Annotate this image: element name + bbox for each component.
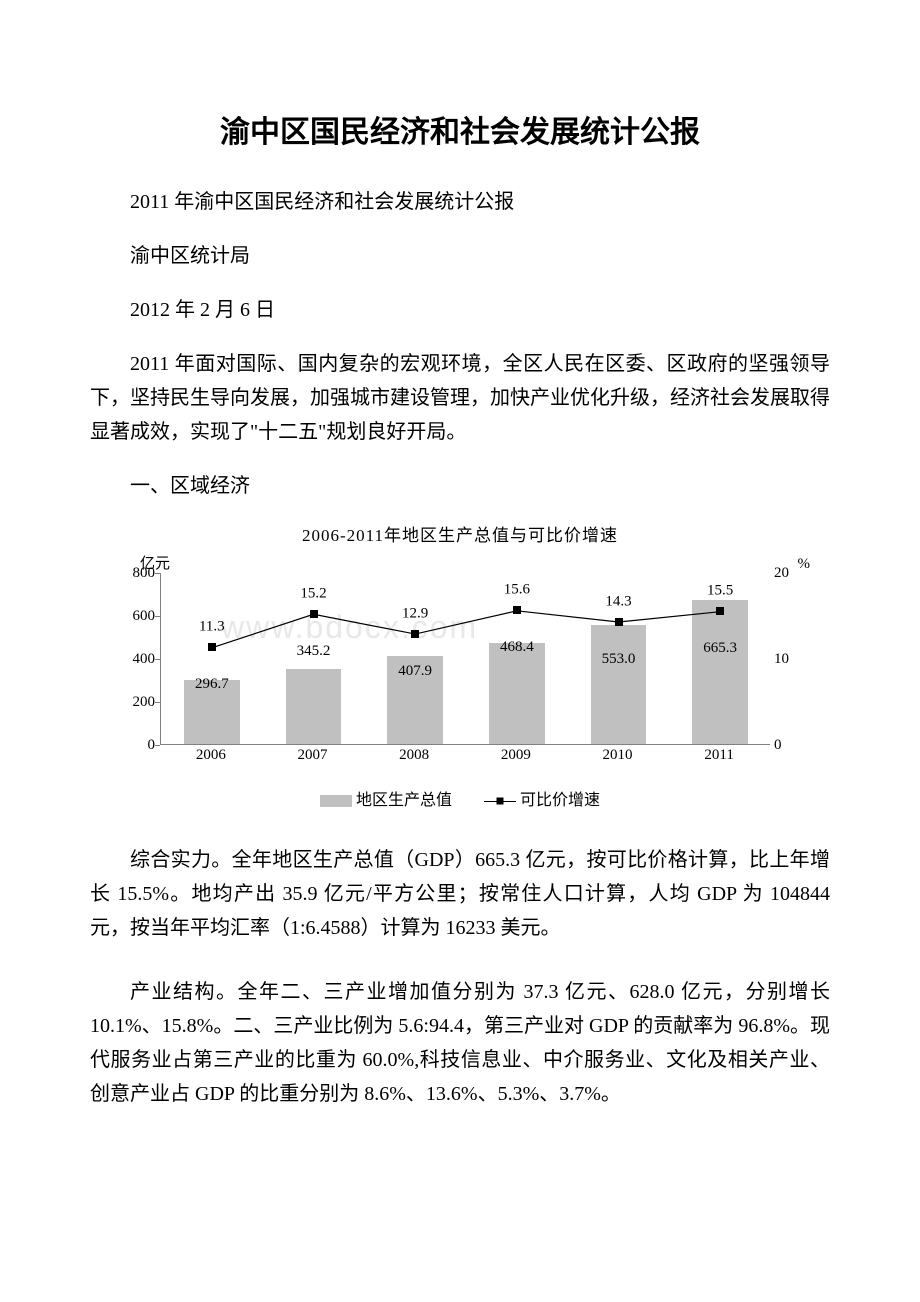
y-left-tick-label: 600 — [120, 604, 155, 627]
chart-line-label: 14.3 — [605, 590, 631, 613]
x-tick-label: 2008 — [399, 744, 429, 767]
chart-line-marker — [615, 618, 623, 626]
page-title: 渝中区国民经济和社会发展统计公报 — [90, 110, 830, 155]
paragraph-industry: 产业结构。全年二、三产业增加值分别为 37.3 亿元、628.0 亿元，分别增长… — [90, 975, 830, 1111]
date-line: 2012 年 2 月 6 日 — [90, 293, 830, 327]
legend-bar-label: 地区生产总值 — [356, 792, 452, 809]
legend-line-label: 可比价增速 — [520, 792, 600, 809]
chart-line-label: 15.6 — [504, 579, 530, 602]
y-left-tick-mark — [155, 702, 160, 703]
x-tick-label: 2011 — [704, 744, 733, 767]
chart-line-label: 15.5 — [707, 580, 733, 603]
y-left-tick-mark — [155, 573, 160, 574]
intro-paragraph: 2011 年面对国际、国内复杂的宏观环境，全区人民在区委、区政府的坚强领导下，坚… — [90, 347, 830, 449]
y-left-tick-label: 0 — [120, 733, 155, 756]
subtitle-line: 2011 年渝中区国民经济和社会发展统计公报 — [90, 185, 830, 219]
chart-line — [161, 573, 770, 744]
chart-line-marker — [411, 630, 419, 638]
x-tick-label: 2009 — [501, 744, 531, 767]
paragraph-comprehensive: 综合实力。全年地区生产总值（GDP）665.3 亿元，按可比价格计算，比上年增长… — [90, 843, 830, 945]
chart-line-label: 11.3 — [199, 616, 225, 639]
y-right-tick-label: 10 — [774, 647, 802, 670]
x-tick-label: 2010 — [603, 744, 633, 767]
y-left-tick-label: 400 — [120, 647, 155, 670]
y-left-tick-mark — [155, 745, 160, 746]
chart-title: 2006-2011年地区生产总值与可比价增速 — [110, 523, 810, 549]
chart-line-marker — [208, 643, 216, 651]
chart-line-label: 15.2 — [300, 582, 326, 605]
chart-line-marker — [716, 607, 724, 615]
y-left-tick-label: 200 — [120, 690, 155, 713]
chart-plot-area: www.bdocx.com 296.7345.2407.9468.4553.06… — [160, 573, 770, 745]
y-left-tick-mark — [155, 616, 160, 617]
chart-line-marker — [513, 606, 521, 614]
legend-bar-swatch — [320, 795, 352, 807]
chart-legend: 地区生产总值 可比价增速 — [110, 789, 810, 813]
y-left-tick-label: 800 — [120, 561, 155, 584]
gdp-chart: 2006-2011年地区生产总值与可比价增速 亿元 % www.bdocx.co… — [110, 523, 810, 813]
y-right-tick-label: 20 — [774, 561, 802, 584]
chart-area: 亿元 % www.bdocx.com 296.7345.2407.9468.45… — [110, 555, 810, 785]
legend-line-swatch — [484, 795, 516, 807]
chart-line-marker — [310, 610, 318, 618]
x-tick-label: 2006 — [196, 744, 226, 767]
y-left-tick-mark — [155, 659, 160, 660]
y-right-tick-label: 0 — [774, 733, 802, 756]
chart-line-label: 12.9 — [402, 602, 428, 625]
x-tick-label: 2007 — [298, 744, 328, 767]
issuer-line: 渝中区统计局 — [90, 239, 830, 273]
section-heading-1: 一、区域经济 — [90, 469, 830, 503]
